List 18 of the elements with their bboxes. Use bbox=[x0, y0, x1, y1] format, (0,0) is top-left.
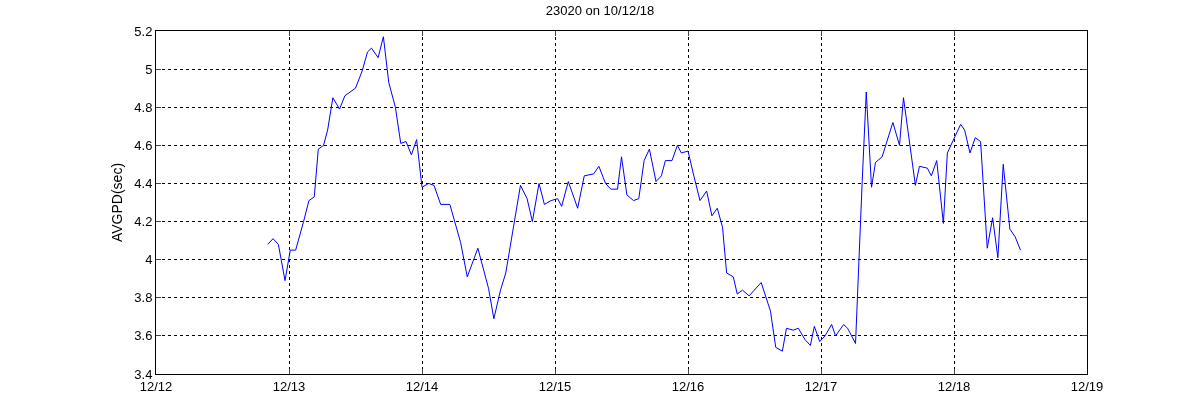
y-tick-label: 4 bbox=[145, 252, 153, 268]
chart-title: 23020 on 10/12/18 bbox=[545, 3, 655, 19]
x-tick-label: 12/18 bbox=[937, 378, 971, 394]
y-axis-title: AVGPD(sec) bbox=[108, 162, 125, 243]
x-tick-label: 12/16 bbox=[671, 378, 705, 394]
y-tick-label: 4.8 bbox=[134, 99, 153, 115]
y-tick-label: 3.8 bbox=[134, 290, 153, 306]
y-tick-label: 5 bbox=[145, 61, 153, 77]
y-tick-label: 4.6 bbox=[134, 137, 153, 153]
x-tick-label: 12/17 bbox=[804, 378, 838, 394]
y-tick-label: 3.6 bbox=[134, 328, 153, 344]
x-tick-label: 12/15 bbox=[538, 378, 572, 394]
x-tick-label: 12/19 bbox=[1070, 378, 1104, 394]
y-tick-label: 4.2 bbox=[134, 214, 153, 230]
x-tick-label: 12/13 bbox=[272, 378, 306, 394]
y-tick-label: 4.4 bbox=[134, 175, 153, 191]
y-tick-label: 5.2 bbox=[134, 23, 153, 39]
x-tick-label: 12/14 bbox=[405, 378, 439, 394]
